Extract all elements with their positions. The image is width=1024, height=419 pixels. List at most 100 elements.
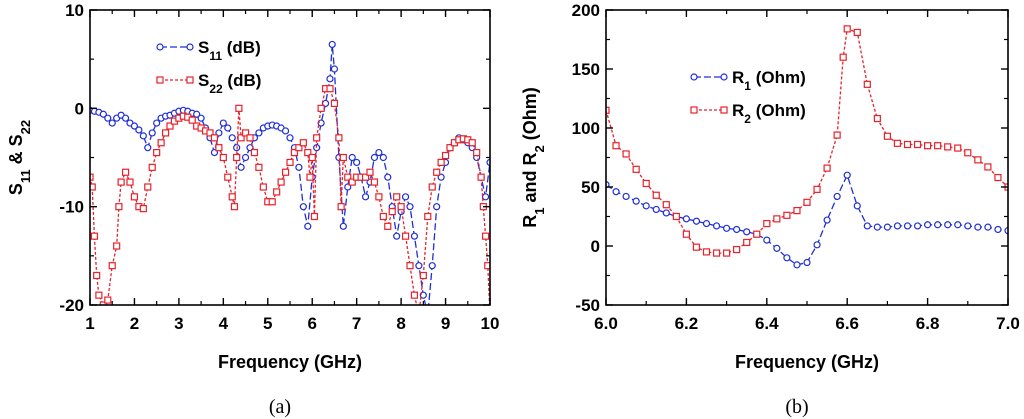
data-point (406, 262, 414, 270)
data-point (230, 203, 239, 211)
legend-marker (720, 106, 728, 114)
data-point (228, 134, 236, 142)
data-point (692, 243, 701, 251)
data-point (843, 171, 851, 179)
legend: R1 (Ohm) R2 (Ohm) (690, 68, 806, 126)
data-point (384, 222, 392, 230)
y-tick-label: 0 (75, 99, 84, 118)
data-point (108, 119, 116, 127)
x-tick-label: 7 (352, 314, 361, 333)
x-tick-label: 3 (174, 314, 183, 333)
data-point (233, 153, 241, 162)
data-point (161, 129, 170, 137)
data-point (139, 205, 147, 213)
legend-label: R2 (Ohm) (732, 101, 806, 126)
data-point (317, 104, 325, 112)
series-1 (90, 85, 490, 318)
data-point (99, 301, 107, 305)
data-point (153, 119, 161, 127)
data-point (763, 219, 771, 228)
data-point (90, 232, 99, 240)
data-point (224, 173, 232, 181)
legend-label: S11 (dB) (198, 38, 261, 63)
data-point (783, 211, 791, 219)
data-point (361, 193, 370, 201)
x-tick-label: 9 (441, 314, 450, 333)
data-point (139, 132, 147, 140)
data-point (606, 106, 610, 114)
data-point (299, 203, 307, 211)
data-point (104, 296, 112, 304)
data-point (281, 127, 290, 135)
x-tick-label: 6.0 (594, 314, 618, 333)
data-point (108, 262, 116, 270)
data-point (662, 209, 670, 217)
data-point (712, 249, 721, 257)
figure-caption: (b) (785, 396, 808, 418)
data-point (974, 156, 982, 164)
data-point (210, 134, 219, 142)
data-point (277, 178, 285, 186)
data-point (259, 183, 267, 191)
data-point (353, 158, 361, 167)
data-point (370, 178, 379, 186)
data-point (126, 178, 134, 186)
data-point (286, 158, 294, 167)
data-point (682, 230, 690, 238)
data-point (228, 193, 236, 201)
data-point (246, 134, 254, 142)
data-point (295, 144, 303, 152)
data-point (379, 212, 387, 221)
data-point (95, 291, 103, 299)
data-point (903, 222, 912, 230)
x-tick-label: 10 (481, 314, 500, 333)
data-point (702, 219, 711, 228)
data-point (397, 203, 405, 211)
data-point (473, 148, 481, 157)
x-tick-label: 8 (396, 314, 405, 333)
data-point (348, 178, 356, 186)
data-point (148, 163, 156, 171)
data-point (763, 236, 771, 244)
data-point (743, 228, 751, 236)
y-tick-label: 200 (572, 1, 600, 20)
figure-caption: (a) (269, 396, 291, 418)
y-tick-label: 10 (65, 1, 84, 20)
data-point (337, 203, 345, 211)
data-point (375, 148, 383, 157)
data-point (406, 203, 414, 211)
series-line-0 (90, 44, 490, 305)
data-point (268, 198, 276, 206)
x-tick-label: 6.8 (916, 314, 940, 333)
data-point (416, 312, 422, 318)
data-point (393, 193, 401, 201)
data-point (379, 153, 387, 162)
data-point (339, 222, 347, 230)
x-tick-label: 4 (219, 314, 229, 333)
data-point (215, 144, 223, 152)
legend-marker (156, 43, 164, 51)
y-tick-label: -50 (575, 296, 600, 315)
data-point (823, 164, 831, 172)
data-point (361, 173, 370, 181)
data-point (437, 158, 445, 167)
data-point (964, 222, 972, 230)
legend-label: R1 (Ohm) (732, 68, 806, 93)
legend: S11 (dB) S22 (dB) (156, 38, 261, 96)
data-point (733, 225, 741, 234)
x-axis-label: Frequency (GHz) (735, 352, 879, 372)
data-point (241, 153, 250, 162)
x-tick-label: 5 (263, 314, 272, 333)
data-point (672, 212, 680, 221)
data-point (793, 261, 801, 269)
data-point (954, 221, 962, 229)
data-point (984, 223, 992, 231)
data-point (366, 168, 374, 176)
data-point (237, 163, 245, 171)
data-point (682, 215, 690, 223)
data-point (219, 119, 227, 127)
data-point (375, 193, 383, 201)
data-point (793, 207, 801, 215)
data-point (148, 129, 156, 137)
data-point (415, 262, 423, 270)
